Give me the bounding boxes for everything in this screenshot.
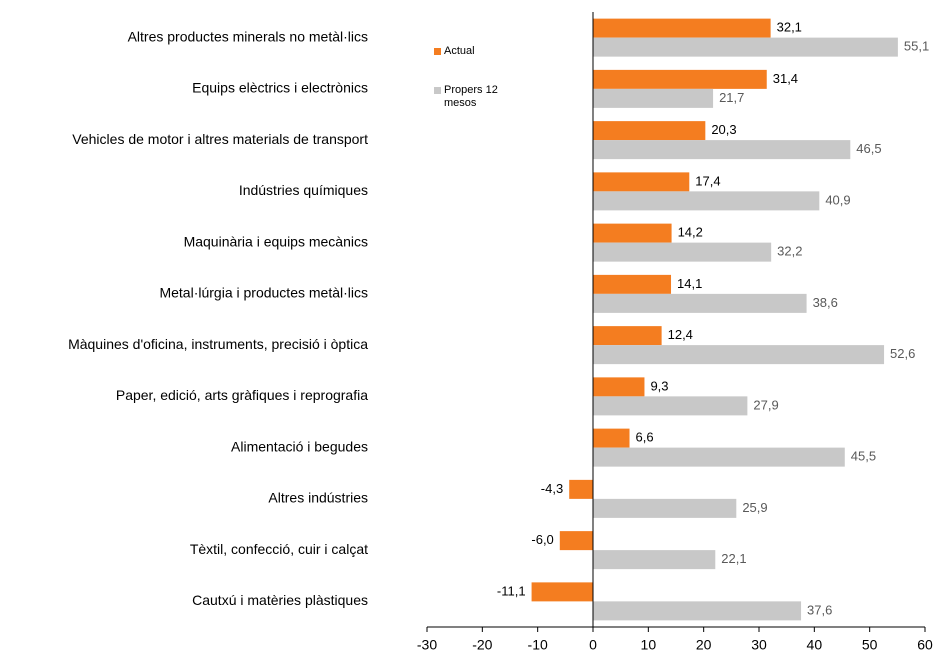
category-label: Vehicles de motor i altres materials de … [72,131,368,147]
category-label: Metal·lúrgia i productes metàl·lics [159,285,368,301]
bar [593,37,898,57]
bar [593,69,767,89]
category-label: Altres productes minerals no metàl·lics [128,28,368,44]
value-label: -11,1 [497,583,526,598]
value-label: 21,7 [719,90,744,105]
value-label: 22,1 [721,551,746,566]
x-tick-label: 20 [696,637,712,652]
value-label: 6,6 [636,430,654,445]
legend: Actual Propers 12 mesos [434,45,508,136]
legend-label: Propers 12 mesos [444,84,498,109]
bar [593,88,714,108]
bar [593,293,807,313]
bar [593,274,672,294]
bar [593,191,820,211]
bar [593,172,690,192]
bar [569,479,593,499]
value-label: 37,6 [807,602,832,617]
x-tick-label: -10 [528,637,548,652]
x-tick-label: 10 [641,637,657,652]
value-label: 14,2 [678,225,703,240]
bar [531,582,593,602]
value-label: 38,6 [813,295,838,310]
value-label: 46,5 [856,141,881,156]
x-tick-label: -30 [417,637,437,652]
bar [593,498,737,518]
category-label: Cautxú i matèries plàstiques [192,592,368,608]
value-label: 14,1 [677,276,702,291]
bar [593,326,662,346]
category-label: Tèxtil, confecció, cuir i calçat [190,541,368,557]
x-tick-label: 40 [807,637,823,652]
category-label: Altres indústries [268,490,368,506]
bar [593,345,885,365]
x-tick-label: 60 [917,637,933,652]
legend-item: Propers 12 mesos [434,84,508,110]
x-tick-label: 50 [862,637,878,652]
value-label: 40,9 [825,192,850,207]
bar [559,531,593,551]
bar [593,447,845,467]
bar [593,223,672,243]
value-label: 32,2 [777,244,802,259]
category-label: Indústries químiques [239,182,368,198]
value-label: 20,3 [711,122,736,137]
value-label: 25,9 [742,500,767,515]
value-label: 27,9 [753,397,778,412]
legend-label: Actual [444,45,475,57]
value-label: 55,1 [904,39,929,54]
category-label: Paper, edició, arts gràfiques i reprogra… [116,387,368,403]
bar [593,428,630,448]
bar [593,140,851,160]
bar [593,121,706,141]
bar [593,18,771,38]
value-label: 9,3 [650,378,668,393]
bar [593,396,748,416]
x-tick-label: 30 [751,637,767,652]
bar [593,242,772,262]
bar [593,601,802,621]
category-label: Alimentació i begudes [231,438,368,454]
legend-swatch [434,87,441,94]
value-label: 45,5 [851,449,876,464]
value-label: -6,0 [531,532,553,547]
category-label: Maquinària i equips mecànics [184,233,368,249]
legend-item: Actual [434,45,508,58]
value-label: 32,1 [777,20,802,35]
x-tick-label: -20 [472,637,492,652]
category-label: Equips elèctrics i electrònics [192,80,368,96]
bar [593,550,716,570]
legend-swatch [434,48,441,55]
value-label: 17,4 [695,173,720,188]
value-label: 52,6 [890,346,915,361]
value-label: -4,3 [541,481,563,496]
value-label: 12,4 [668,327,693,342]
bar [593,377,645,397]
x-tick-label: 0 [589,637,597,652]
value-label: 31,4 [773,71,798,86]
category-label: Màquines d'oficina, instruments, precisi… [68,336,368,352]
